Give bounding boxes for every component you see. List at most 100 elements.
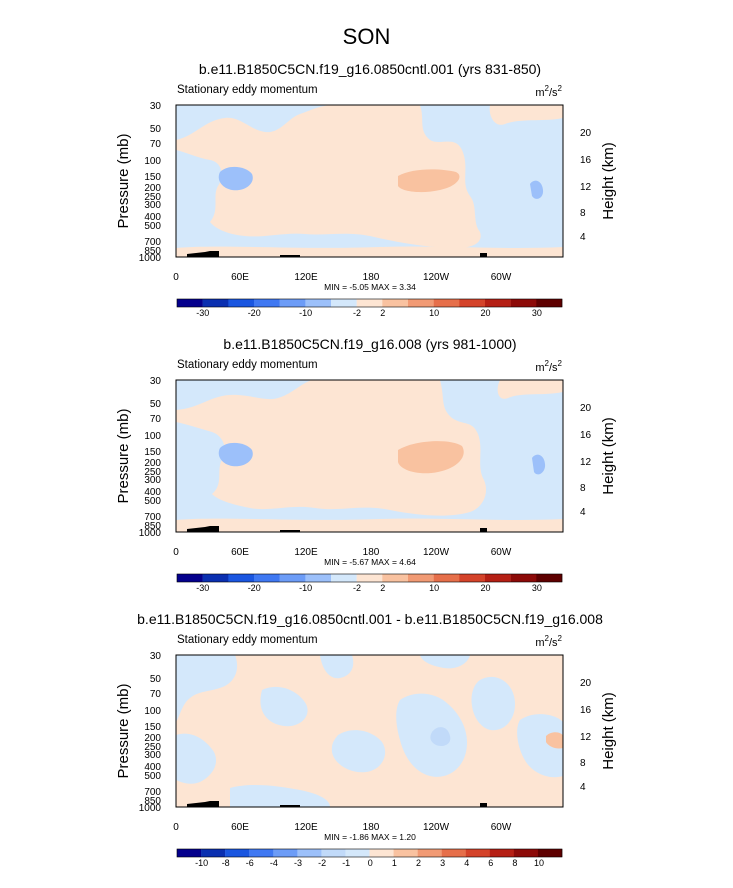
panel-2-colorbar-swatch <box>433 574 460 582</box>
panel-3-field <box>176 655 563 807</box>
panel-3-htick-16: 16 <box>580 705 592 716</box>
figure-title: SON <box>343 24 391 49</box>
panel-1-colorbar-swatch <box>331 299 357 307</box>
panel-1-colorbar-swatch <box>202 299 229 307</box>
panel-1-cbar-label: -10 <box>299 308 312 318</box>
panel-3-cbar-label: -1 <box>342 858 350 868</box>
panel-3-negative-region-4 <box>320 655 354 679</box>
panel-2-htick-20: 20 <box>580 403 592 414</box>
panel-2-cbar-label: 20 <box>480 583 490 593</box>
panel-2-colorbar-swatch <box>382 574 409 582</box>
panel-2-ytick-500: 500 <box>144 496 161 507</box>
panel-2-ytick-1000: 1000 <box>139 528 162 539</box>
panel-3-cbar-label: 8 <box>512 858 517 868</box>
panel-1-ylabel: Pressure (mb) <box>115 133 132 228</box>
panel-2-colorbar-frame <box>176 573 563 583</box>
panel-3-negative-region-5 <box>331 730 386 773</box>
panel-2-ytick-200: 200 <box>144 458 161 469</box>
panel-3-cbar-label: -10 <box>195 858 208 868</box>
panel-1-colorbar-swatch <box>433 299 460 307</box>
panel-3-cbar-label: -2 <box>318 858 326 868</box>
panel-1-cbar-label: 20 <box>480 308 490 318</box>
panel-1-colorbar-frame <box>176 298 563 308</box>
panel-1-colorbar-swatch <box>254 299 280 307</box>
panel-3-negative-region <box>176 655 238 722</box>
panel-3-minmax: MIN = -1.86 MAX = 1.20 <box>324 832 416 842</box>
panel-3-colorbar-swatch <box>489 849 515 857</box>
panel-3-title: b.e11.B1850C5CN.f19_g16.0850cntl.001 - b… <box>137 611 603 627</box>
panel-3-negative-region-2 <box>176 733 217 784</box>
panel-1-x-axis: 0 60E 120E 180 120W 60W <box>173 272 512 283</box>
panel-3-htick-8: 8 <box>580 758 586 769</box>
panel-3-colorbar-swatch <box>369 849 394 857</box>
panel-3-xtick-120E: 120E <box>294 822 318 833</box>
panel-3-cbar-label: -4 <box>270 858 278 868</box>
panel-2-ytick-150: 150 <box>144 447 161 458</box>
panel-2-ytick-70: 70 <box>150 414 162 425</box>
panel-2-colorbar-swatch <box>279 574 306 582</box>
panel-3-ytick-1000: 1000 <box>139 803 162 814</box>
panel-2: b.e11.B1850C5CN.f19_g16.008 (yrs 981-100… <box>115 336 617 593</box>
panel-2-xtick-120E: 120E <box>294 547 318 558</box>
panel-1-htick-8: 8 <box>580 208 586 219</box>
panel-1-colorbar-swatch <box>459 299 486 307</box>
panel-3-colorbar-swatch <box>345 849 370 857</box>
panel-2-units: m2/s2 <box>535 359 562 374</box>
panel-2-positive-region-2 <box>497 380 563 399</box>
panel-3-cbar-label: 4 <box>464 858 469 868</box>
panel-2-colorbar-swatch <box>202 574 229 582</box>
panel-3-ylabel: Pressure (mb) <box>115 683 132 778</box>
panel-1-htick-16: 16 <box>580 155 592 166</box>
panel-1-colorbar-swatch <box>228 299 255 307</box>
panel-1-ytick-200: 200 <box>144 183 161 194</box>
panel-3-y-axis: 30 50 70 100 150 200 250 300 400 500 700… <box>139 651 162 814</box>
panel-1-field <box>176 105 563 257</box>
panel-1-ytick-500: 500 <box>144 221 161 232</box>
panel-2-ytick-850: 850 <box>144 521 161 532</box>
panel-2-colorbar-swatch <box>177 574 203 582</box>
panel-2-positive-region-3 <box>176 518 563 532</box>
panel-2-minmax: MIN = -5.67 MAX = 4.64 <box>324 557 416 567</box>
panel-3-colorbar-swatch <box>393 849 418 857</box>
panel-3-colorbar-frame <box>176 848 563 858</box>
panel-2-frame <box>175 379 564 533</box>
panel-1-colorbar-labels: -30 -20 -10 -2 2 10 20 30 <box>196 308 542 318</box>
panel-2-colorbar-swatch <box>459 574 486 582</box>
panel-1-ytick-850: 850 <box>144 246 161 257</box>
panel-1-minmax: MIN = -5.05 MAX = 3.34 <box>324 282 416 292</box>
panel-1-ytick-50: 50 <box>150 124 162 135</box>
panel-3-colorbar-swatch <box>537 849 563 857</box>
panel-2-htick-4: 4 <box>580 507 586 518</box>
panel-3-min-core <box>430 727 451 746</box>
panel-1-ytick-250: 250 <box>144 192 161 203</box>
panel-3: b.e11.B1850C5CN.f19_g16.0850cntl.001 - b… <box>115 611 617 868</box>
panel-2-max-core <box>398 441 464 474</box>
panel-2-ytick-250: 250 <box>144 467 161 478</box>
panel-2-cbar-label: -10 <box>299 583 312 593</box>
panel-1-colorbar-swatch <box>510 299 537 307</box>
panel-1-cbar-label: 2 <box>380 308 385 318</box>
panel-1-ytick-100: 100 <box>144 156 161 167</box>
panel-3-xtick-120W: 120W <box>423 822 450 833</box>
panel-1-colorbar-swatch <box>408 299 434 307</box>
panel-1-frame <box>175 104 564 258</box>
panel-3-cbar-label: 6 <box>488 858 493 868</box>
panel-3-ytick-30: 30 <box>150 651 162 662</box>
panel-1-ytick-30: 30 <box>150 101 162 112</box>
panel-1-ytick-300: 300 <box>144 200 161 211</box>
panel-3-negative-region-10 <box>230 784 330 807</box>
panel-2-ytick-50: 50 <box>150 399 162 410</box>
panel-3-cbar-label: -8 <box>222 858 230 868</box>
panel-3-cbar-label: -6 <box>246 858 254 868</box>
panel-2-colorbar-swatch <box>305 574 332 582</box>
panel-1-ytick-1000: 1000 <box>139 253 162 264</box>
panel-1-xtick-0: 0 <box>173 272 179 283</box>
panel-3-negative-region-7 <box>471 676 516 731</box>
panel-2-topography <box>187 526 487 532</box>
panel-2-xtick-0: 0 <box>173 547 179 558</box>
panel-3-ytick-500: 500 <box>144 771 161 782</box>
panel-1-cbar-label: -2 <box>353 308 361 318</box>
panel-3-max-core <box>546 732 563 749</box>
panel-2-ytick-30: 30 <box>150 376 162 387</box>
panel-2-ylabel-right: Height (km) <box>600 417 617 495</box>
